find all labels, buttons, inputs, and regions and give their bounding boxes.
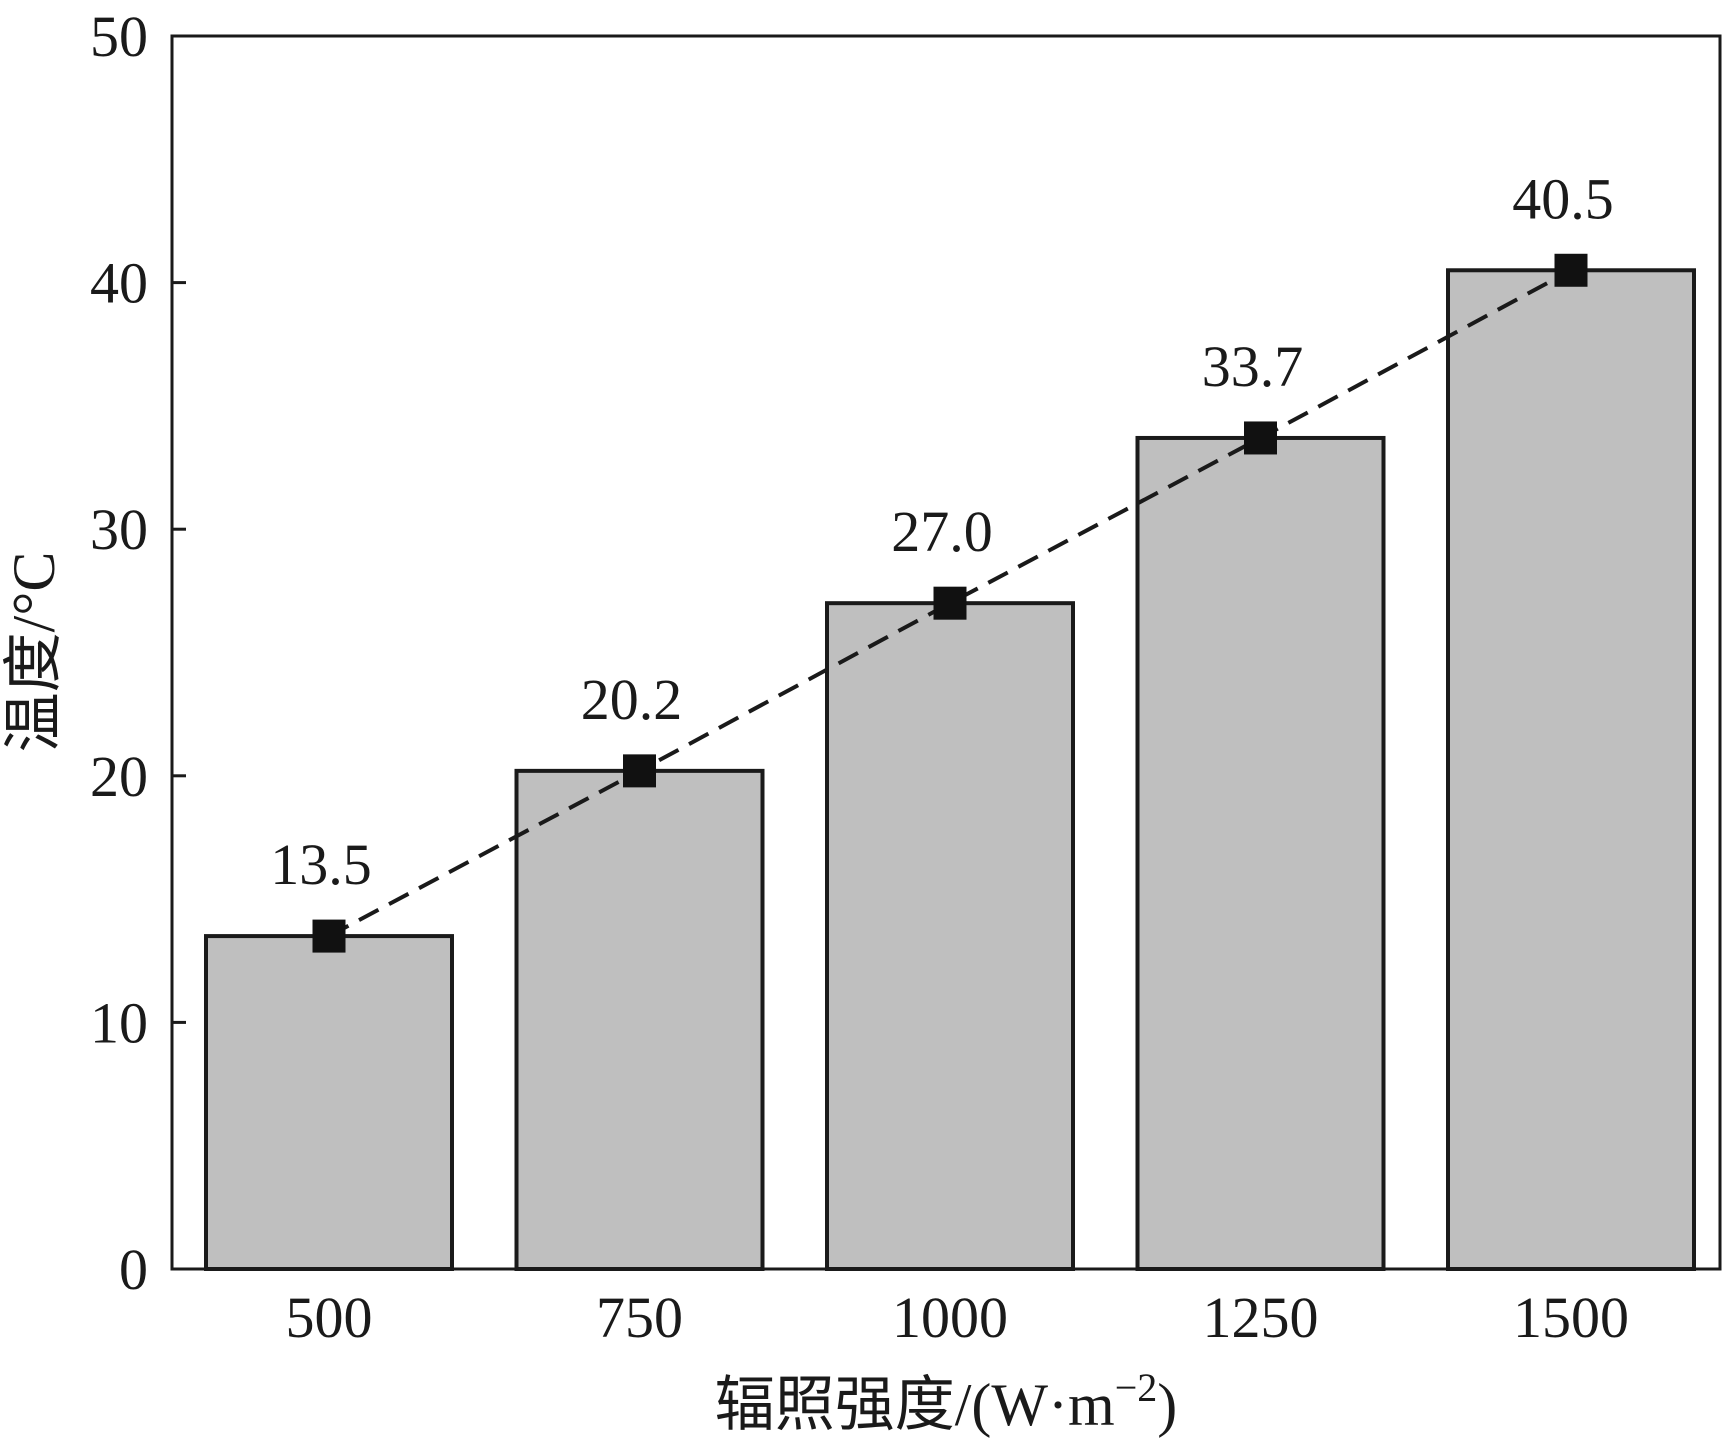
- y-tick-label-20: 20: [90, 744, 148, 809]
- x-axis-title: 辐照强度/(W·m−2): [715, 1365, 1177, 1438]
- marker-750: [623, 754, 656, 788]
- x-tick-label-1000: 1000: [892, 1285, 1008, 1350]
- y-axis-title: 温度/°C: [1, 552, 67, 753]
- data-label-1000: 27.0: [891, 499, 993, 564]
- plot-area-frame: [170, 34, 1722, 1271]
- bar-500: [204, 934, 454, 1272]
- x-tick-label-500: 500: [286, 1285, 373, 1350]
- data-label-1250: 33.7: [1202, 334, 1304, 399]
- bar-750: [514, 768, 765, 1271]
- x-axis-title-superscript: −2: [1115, 1365, 1158, 1410]
- bar-1250: [1135, 435, 1386, 1271]
- y-tick-label-30: 30: [90, 497, 148, 562]
- y-tick-label-50: 50: [90, 4, 148, 69]
- x-axis-title-suffix: ): [1157, 1372, 1177, 1438]
- trend-line: [328, 268, 1572, 938]
- data-label-500: 13.5: [270, 832, 372, 897]
- y-tick-label-40: 40: [90, 251, 148, 316]
- data-label-1500: 40.5: [1512, 166, 1614, 231]
- marker-1500: [1554, 253, 1588, 287]
- y-tick-label-0: 0: [119, 1237, 148, 1302]
- data-label-750: 20.2: [581, 667, 683, 732]
- bar-1500: [1446, 268, 1696, 1271]
- y-tick-label-10: 10: [90, 990, 148, 1055]
- bar-1000: [825, 601, 1075, 1271]
- marker-1250: [1244, 421, 1277, 455]
- marker-1000: [933, 586, 967, 620]
- x-tick-label-750: 750: [596, 1285, 683, 1350]
- x-tick-label-1500: 1500: [1513, 1285, 1629, 1350]
- marker-500: [312, 919, 346, 953]
- x-tick-label-1250: 1250: [1203, 1285, 1319, 1350]
